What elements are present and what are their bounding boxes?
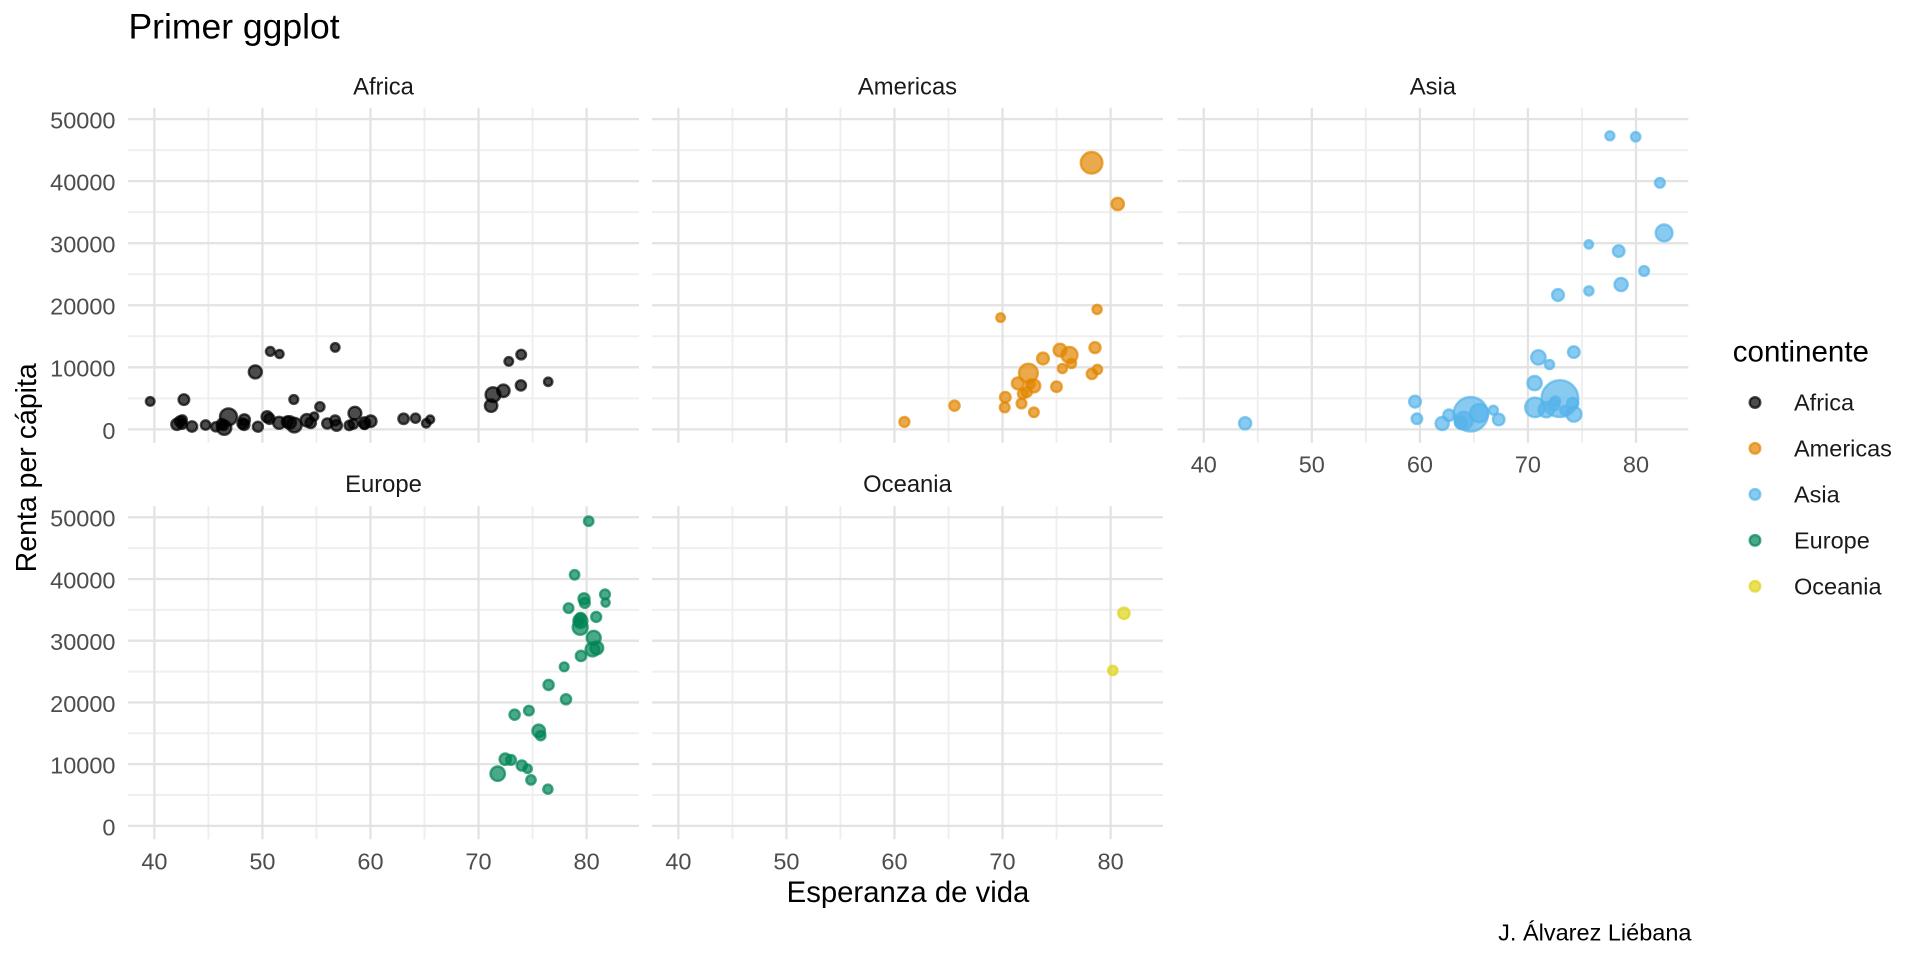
svg-text:Esperanza de vida: Esperanza de vida	[787, 876, 1030, 909]
svg-text:30000: 30000	[50, 629, 115, 655]
svg-text:60: 60	[881, 848, 907, 874]
svg-text:Europe: Europe	[345, 471, 422, 498]
svg-text:Asia: Asia	[1794, 482, 1841, 508]
svg-text:60: 60	[1407, 452, 1433, 478]
svg-text:50000: 50000	[50, 107, 115, 133]
svg-text:60: 60	[357, 848, 383, 874]
svg-text:80: 80	[1098, 848, 1124, 874]
svg-text:Africa: Africa	[1794, 390, 1855, 416]
svg-text:70: 70	[465, 848, 491, 874]
svg-text:50: 50	[1299, 452, 1325, 478]
svg-text:40: 40	[665, 848, 691, 874]
svg-text:Renta per cápita: Renta per cápita	[11, 363, 43, 572]
svg-text:Europe: Europe	[1794, 528, 1870, 554]
svg-text:50: 50	[773, 848, 799, 874]
svg-text:Africa: Africa	[353, 73, 415, 100]
svg-text:50000: 50000	[50, 506, 115, 532]
svg-text:Oceania: Oceania	[1794, 574, 1882, 600]
svg-text:Oceania: Oceania	[863, 471, 952, 498]
svg-text:20000: 20000	[50, 294, 115, 320]
svg-text:70: 70	[989, 848, 1015, 874]
svg-text:20000: 20000	[50, 691, 115, 717]
svg-text:Asia: Asia	[1410, 73, 1457, 100]
svg-text:Americas: Americas	[858, 73, 957, 100]
svg-text:80: 80	[574, 848, 600, 874]
svg-text:0: 0	[102, 814, 115, 840]
svg-text:30000: 30000	[50, 232, 115, 258]
svg-text:50: 50	[249, 848, 275, 874]
svg-text:40: 40	[1191, 452, 1217, 478]
svg-text:0: 0	[102, 418, 115, 444]
svg-text:10000: 10000	[50, 356, 115, 382]
svg-text:continente: continente	[1733, 336, 1869, 369]
svg-text:Primer ggplot: Primer ggplot	[129, 7, 340, 47]
svg-text:80: 80	[1623, 452, 1649, 478]
svg-text:40000: 40000	[50, 567, 115, 593]
svg-text:J. Álvarez Liébana: J. Álvarez Liébana	[1498, 920, 1692, 946]
svg-text:Americas: Americas	[1794, 436, 1892, 462]
svg-text:70: 70	[1515, 452, 1541, 478]
svg-text:10000: 10000	[50, 753, 115, 779]
svg-text:40: 40	[141, 848, 167, 874]
svg-text:40000: 40000	[50, 170, 115, 196]
